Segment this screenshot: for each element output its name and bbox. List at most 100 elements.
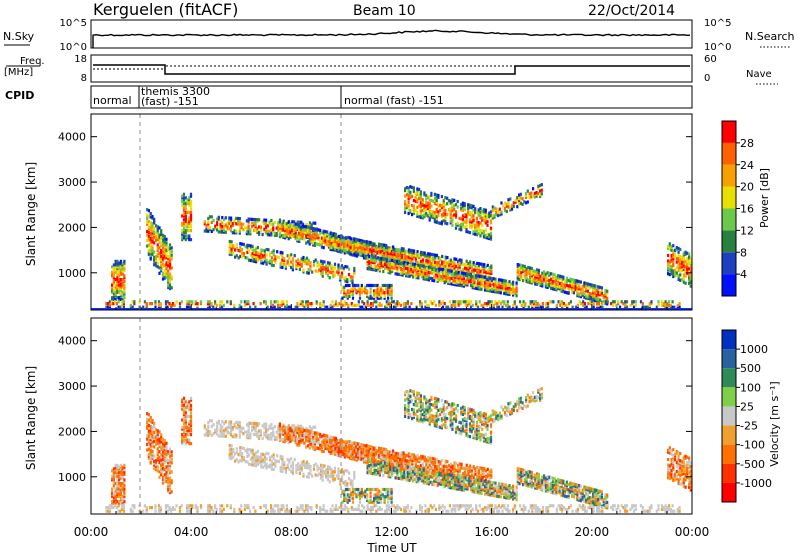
power-cell [543, 277, 546, 281]
power-cell [650, 300, 653, 304]
power-cell [456, 267, 460, 271]
power-cell [161, 242, 165, 247]
power-cell [669, 305, 672, 309]
power-cell [300, 262, 303, 266]
power-cell [408, 265, 411, 269]
power-cell [319, 305, 322, 309]
power-cell [165, 266, 168, 270]
power-cell [453, 266, 456, 270]
power-cell [420, 271, 423, 275]
power-cell [407, 211, 410, 216]
velocity-cell [308, 430, 311, 434]
velocity-cell [272, 432, 275, 436]
power-cell [381, 291, 384, 295]
velocity-cell [278, 428, 281, 432]
power-cell [427, 267, 430, 271]
power-cell [412, 275, 415, 279]
power-cell [592, 298, 595, 302]
power-cell [562, 277, 565, 281]
power-cell [303, 228, 306, 232]
power-cell [672, 249, 675, 253]
velocity-cell [272, 462, 275, 466]
power-cell [399, 248, 402, 252]
power-cell [123, 259, 126, 263]
power-cell [319, 239, 322, 243]
power-cell [536, 277, 539, 281]
power-cell [151, 251, 154, 255]
power-cell [461, 225, 465, 229]
power-cell [278, 231, 281, 235]
power-cell [367, 242, 370, 246]
power-cell [270, 233, 273, 237]
power-cell [420, 275, 423, 279]
velocity-cell [151, 455, 154, 459]
velocity-cell [321, 464, 324, 468]
power-cell [245, 219, 248, 223]
velocity-cell [313, 447, 317, 451]
power-cell [367, 283, 370, 288]
power-cell [161, 253, 165, 257]
power-cell [118, 263, 121, 267]
power-cell [481, 264, 484, 268]
power-cell [527, 278, 530, 282]
power-cell [532, 269, 535, 273]
power-cell [238, 303, 241, 307]
power-cell [458, 258, 461, 262]
velocity-cell [234, 459, 237, 463]
power-cell [346, 251, 349, 255]
power-cell [486, 220, 489, 224]
power-cell [340, 273, 344, 277]
velocity-cell [112, 501, 115, 506]
power-cell [184, 196, 187, 200]
power-cell [481, 268, 484, 272]
velocity-cell [121, 465, 124, 469]
velocity-cell [303, 428, 306, 432]
velocity-cell [241, 452, 244, 456]
power-cell [129, 303, 132, 307]
power-cell [390, 285, 393, 289]
power-cell [468, 225, 472, 229]
power-cell [438, 278, 441, 282]
velocity-cell [123, 483, 126, 487]
velocity-cell [189, 427, 193, 431]
power-cell [537, 192, 540, 196]
velocity-cell [230, 453, 233, 457]
velocity-cell [224, 427, 227, 431]
velocity-cell [292, 427, 295, 432]
power-cell [121, 281, 124, 285]
power-cell [246, 247, 249, 251]
power-cell [414, 192, 417, 196]
power-cell [298, 237, 301, 242]
power-cell [500, 212, 503, 216]
power-cell [588, 297, 591, 301]
velocity-cell [323, 471, 326, 475]
power-cell [272, 228, 275, 232]
power-cell [388, 248, 391, 252]
power-cell [349, 251, 353, 255]
power-cell [396, 302, 399, 306]
power-cell [532, 187, 535, 191]
power-cell [349, 278, 352, 283]
power-cell [445, 277, 448, 281]
power-cell [365, 240, 368, 244]
power-cell [428, 254, 431, 258]
power-cell [392, 245, 395, 249]
power-cell [457, 274, 460, 278]
velocity-cell [281, 457, 284, 461]
power-cell [668, 303, 671, 307]
power-cell [378, 251, 381, 255]
power-cell [493, 206, 496, 210]
power-cell [454, 226, 458, 230]
power-cell [483, 288, 487, 292]
power-cell [331, 305, 334, 309]
power-cell [260, 252, 263, 256]
velocity-cell [151, 453, 154, 457]
power-cell [373, 268, 376, 272]
power-cell [205, 229, 208, 233]
power-cell [474, 263, 477, 267]
velocity-cell [254, 425, 257, 429]
power-cell [373, 266, 376, 270]
power-cell [325, 268, 328, 272]
velocity-cell [186, 414, 189, 418]
power-cell [156, 236, 159, 240]
